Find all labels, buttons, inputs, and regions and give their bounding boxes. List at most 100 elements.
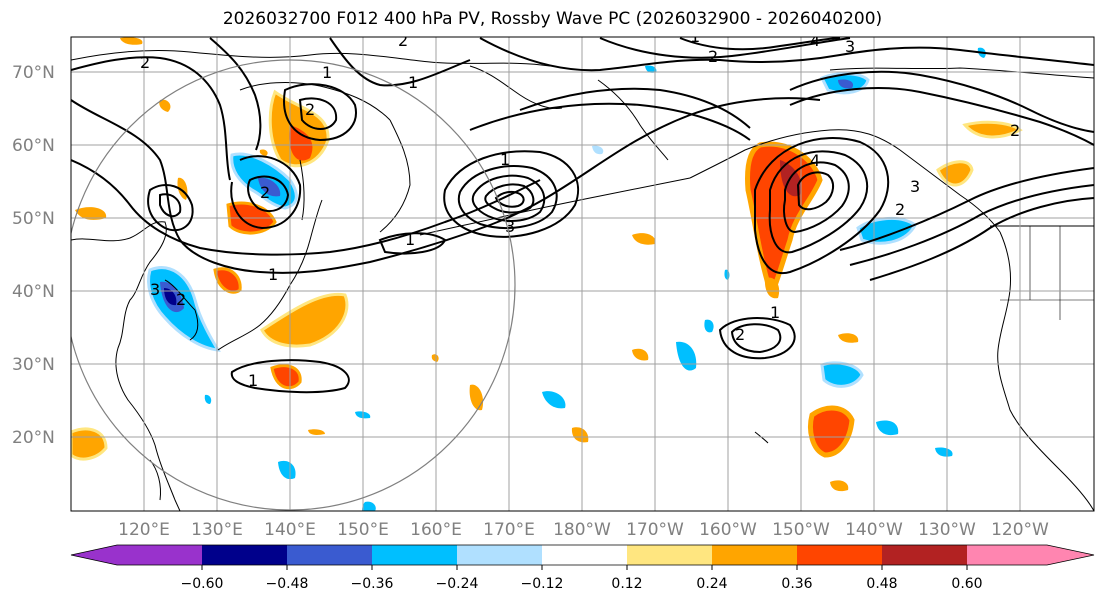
positive-anomaly: [289, 125, 313, 161]
positive-anomaly: [632, 233, 656, 245]
contour-label: 2: [708, 47, 718, 66]
colorbar-segment: [1047, 545, 1094, 565]
pv-contour: [329, 37, 471, 87]
colorbar-segment: [457, 545, 542, 565]
colorbar-tick-label: 0.48: [866, 576, 897, 592]
reference-circle: [71, 59, 516, 511]
contour-label: 1: [690, 27, 700, 46]
pv-contour: [378, 232, 447, 255]
pv-contour: [789, 87, 1094, 146]
positive-anomaly: [260, 292, 349, 348]
colorbar-segment: [882, 545, 967, 565]
pv-contour: [71, 159, 541, 256]
negative-anomaly: [645, 65, 657, 73]
negative-anomaly: [838, 79, 854, 89]
pv-contour: [479, 37, 1094, 72]
coastline-sakhalin: [299, 159, 305, 221]
pv-contour: [484, 183, 535, 214]
pv-contour: [494, 190, 525, 208]
pv-contour: [796, 171, 834, 211]
lat-label: 20°N: [12, 428, 55, 448]
positive-anomaly: [469, 384, 484, 411]
pv-contour: [768, 150, 868, 254]
lon-label: 150°E: [337, 520, 389, 540]
pv-contour: [599, 37, 851, 59]
negative-anomaly: [592, 145, 604, 155]
lon-label: 170°W: [626, 520, 684, 540]
pv-contour: [839, 167, 1094, 251]
colorbar-tick-label: 0.60: [951, 576, 982, 592]
contour-label: 1: [268, 265, 278, 284]
colorbar-ticks: [201, 565, 968, 570]
pv-contour: [754, 137, 890, 275]
colorbar-tick-label: −0.24: [436, 576, 479, 592]
positive-anomaly: [571, 427, 589, 443]
coastline-alaska-west: [597, 79, 669, 161]
colorbar-segment: [627, 545, 712, 565]
lon-label: 130°W: [918, 520, 976, 540]
contour-label: 1: [248, 371, 258, 390]
map-area: 1 1 1 1 1 1 1 1 2 2 2 2 2 2 2 2 2 3 3 3 …: [71, 27, 1094, 511]
contour-label: 4: [810, 31, 820, 50]
pv-contour: [71, 56, 231, 181]
positive-anomaly: [71, 427, 108, 461]
positive-anomaly: [270, 364, 302, 390]
negative-anomaly: [362, 501, 376, 511]
contour-label: 2: [305, 100, 315, 119]
contour-labels: 1 1 1 1 1 1 1 1 2 2 2 2 2 2 2 2 2 3 3 3 …: [140, 27, 1020, 390]
pv-contour: [443, 150, 580, 238]
coastline-canada-north: [829, 67, 1094, 79]
contour-label: 3: [150, 280, 160, 299]
lon-label: 160°E: [410, 520, 462, 540]
coastline-alaska: [689, 129, 1001, 233]
pv-contour: [519, 87, 751, 129]
colorbar-segment: [372, 545, 457, 565]
positive-anomaly: [431, 354, 439, 362]
pv-contour: [471, 174, 546, 222]
chart-title: 2026032700 F012 400 hPa PV, Rossby Wave …: [222, 9, 883, 29]
colorbar-segment: [287, 545, 372, 565]
positive-anomaly: [808, 405, 855, 458]
pv-contour: [230, 359, 350, 394]
positive-anomaly: [159, 99, 171, 112]
negative-anomaly: [676, 341, 697, 371]
colorbar-segment: [967, 545, 1047, 565]
negative-anomaly: [876, 420, 899, 436]
positive-anomaly: [120, 37, 143, 45]
contour-label: 4: [810, 151, 820, 170]
contour-label: 2: [1010, 121, 1020, 140]
colorbar-outline: [70, 544, 1095, 566]
pv-contour: [783, 161, 850, 234]
coastline-na-west: [997, 231, 1094, 511]
negative-anomaly: [820, 361, 864, 388]
negative-anomaly: [204, 394, 212, 404]
colorbar-segment: [71, 545, 117, 565]
pv-contour: [209, 37, 262, 151]
positive-anomaly: [259, 149, 268, 156]
contour-label: 3: [505, 217, 515, 236]
lat-label: 70°N: [12, 63, 55, 83]
pv-contour: [147, 184, 194, 232]
pv-contour: [298, 97, 338, 130]
contour-label: 2: [260, 183, 270, 202]
colorbar-tick-label: −0.12: [521, 576, 564, 592]
colorbar-segment: [202, 545, 287, 565]
pv-contour: [679, 37, 841, 51]
lon-label: 140°E: [264, 520, 316, 540]
contour-label: 3: [910, 177, 920, 196]
pv-contour: [159, 193, 182, 218]
coastline-kamchatka: [379, 119, 411, 233]
colorbar-segment: [712, 545, 797, 565]
positive-anomaly: [75, 207, 107, 220]
positive-anomaly: [838, 333, 859, 343]
coastline-hawaii: [754, 431, 769, 444]
anomaly-shading: [71, 37, 1023, 511]
negative-anomaly: [278, 460, 296, 480]
contour-label: 2: [140, 53, 150, 72]
lon-label: 120°W: [991, 520, 1049, 540]
contour-label: 1: [500, 150, 510, 169]
contour-label: 1: [405, 230, 415, 249]
colorbar-segment: [797, 545, 882, 565]
pv-contour: [869, 197, 1094, 281]
